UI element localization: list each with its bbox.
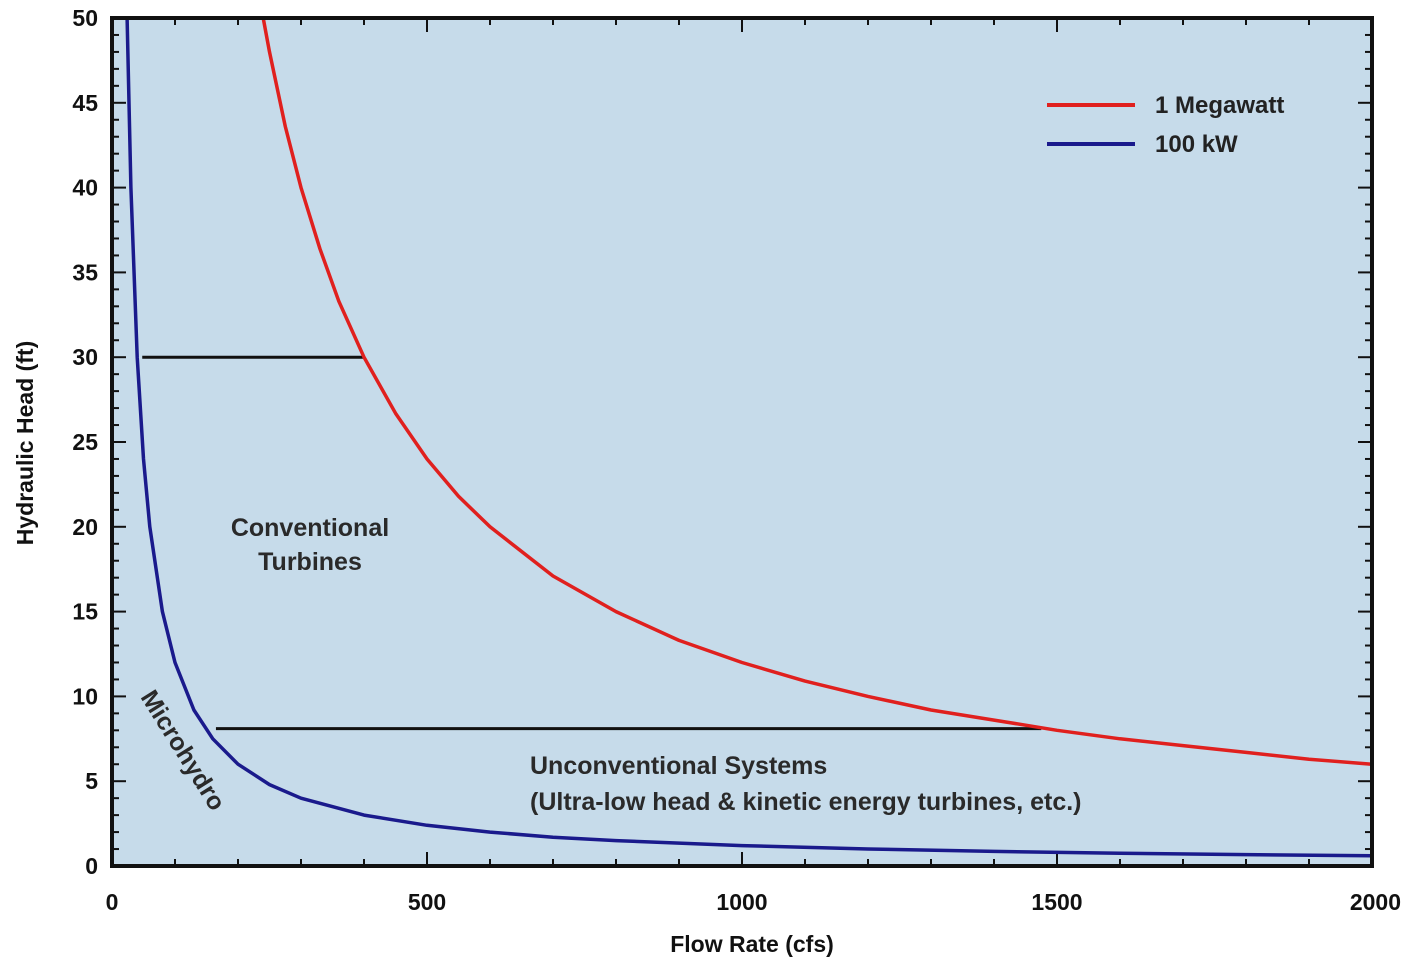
x-axis-title: Flow Rate (cfs)	[670, 931, 834, 957]
tick-labels: 0 500 1000 1500 2000 0 5 10 15 20 25 30 35 40 45 50	[72, 5, 1401, 915]
legend: 1 Megawatt 100 kW	[1047, 92, 1284, 158]
series-line-1	[125, 16, 1374, 858]
y-tick-label: 10	[72, 683, 98, 709]
y-tick-label: 30	[72, 344, 98, 370]
series-line-0	[261, 16, 1374, 766]
y-tick-label: 15	[72, 599, 98, 625]
y-tick-label: 50	[72, 5, 98, 31]
y-tick-label: 5	[85, 768, 98, 794]
conventional-label-line2: Turbines	[258, 548, 362, 576]
y-tick-label: 25	[72, 429, 98, 455]
plot-background	[112, 18, 1372, 866]
reference-lines	[142, 355, 1042, 731]
legend-label-100-kw: 100 kW	[1155, 131, 1238, 158]
x-tick-label: 2000	[1350, 889, 1401, 915]
conventional-label-line1: Conventional	[231, 514, 389, 542]
x-tick-label: 500	[408, 889, 446, 915]
y-axis-title: Hydraulic Head (ft)	[12, 341, 38, 545]
y-tick-label: 35	[72, 259, 98, 285]
legend-label-1-megawatt: 1 Megawatt	[1155, 92, 1284, 119]
y-tick-label: 0	[85, 853, 98, 879]
x-tick-label: 0	[106, 889, 119, 915]
plot-frame	[110, 16, 1374, 868]
unconventional-label-line1: Unconventional Systems	[530, 752, 827, 780]
y-tick-label: 40	[72, 175, 98, 201]
unconventional-label-line2: (Ultra-low head & kinetic energy turbine…	[530, 788, 1082, 816]
x-tick-label: 1500	[1031, 889, 1082, 915]
y-tick-label: 45	[72, 90, 98, 116]
y-tick-label: 20	[72, 514, 98, 540]
series-lines	[125, 16, 1374, 858]
x-tick-label: 1000	[716, 889, 767, 915]
